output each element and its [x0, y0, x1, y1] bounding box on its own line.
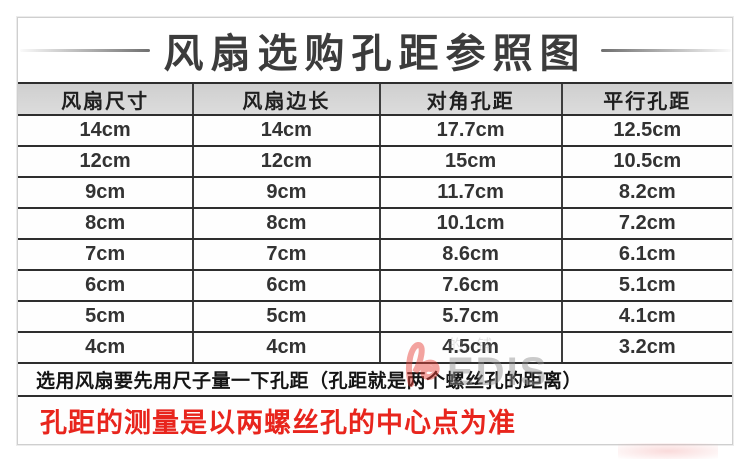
- header-diagonal-hole-distance: 对角孔距: [378, 84, 561, 114]
- table-row: 14cm 14cm 17.7cm 12.5cm: [18, 116, 732, 147]
- header-parallel-hole-distance: 平行孔距: [560, 84, 732, 114]
- table-cell: 7cm: [192, 240, 378, 269]
- table-cell: 6cm: [192, 271, 378, 300]
- table-cell: 5.7cm: [378, 302, 561, 331]
- table-cell: 14cm: [192, 116, 378, 145]
- table-row: 8cm 8cm 10.1cm 7.2cm: [18, 209, 732, 240]
- table-cell: 8cm: [85, 212, 126, 234]
- table-cell: 4cm: [192, 333, 378, 362]
- table-cell: 11.7cm: [378, 178, 561, 207]
- table-cell: 7.6cm: [378, 271, 561, 300]
- page-title: 风扇选购孔距参照图: [163, 32, 587, 76]
- table-cell: 12cm: [192, 147, 378, 176]
- table-cell: 14cm: [79, 119, 131, 141]
- table-row: 4cm 4cm 4.5cm 3.2cm: [18, 333, 732, 364]
- table-row: 7cm 7cm 8.6cm 6.1cm: [18, 240, 732, 271]
- table-cell: 10.1cm: [378, 209, 561, 238]
- table-header-row: 风扇尺寸 风扇边长 对角孔距 平行孔距: [18, 82, 732, 116]
- table-cell: 9cm: [85, 181, 126, 203]
- pink-smudge-artifact: [618, 443, 718, 459]
- hole-distance-table: 风扇尺寸 风扇边长 对角孔距 平行孔距 14cm 14cm 17.7cm 12.5cm…: [18, 82, 732, 364]
- table-cell: 7.2cm: [560, 209, 732, 238]
- measure-tip-note: 选用风扇要先用尺子量一下孔距（孔距就是两个螺丝孔的距离）: [18, 364, 732, 397]
- table-row: 5cm 5cm 5.7cm 4.1cm: [18, 302, 732, 333]
- table-cell: 5.1cm: [560, 271, 732, 300]
- header-fan-size: 风扇尺寸: [61, 90, 150, 113]
- table-cell: 4.1cm: [560, 302, 732, 331]
- reference-card: 风扇选购孔距参照图 风扇尺寸 风扇边长 对角孔距 平行孔距 14cm 14cm 17…: [17, 17, 733, 445]
- table-cell: 8.2cm: [560, 178, 732, 207]
- table-cell: 5cm: [85, 305, 126, 327]
- table-cell: 6.1cm: [560, 240, 732, 269]
- table-cell: 12.5cm: [560, 116, 732, 145]
- header-fan-side-length: 风扇边长: [192, 84, 378, 114]
- table-body: 14cm 14cm 17.7cm 12.5cm 12cm 12cm 15cm 10.5cm 9c…: [18, 116, 732, 364]
- title-dash-right: [600, 48, 731, 52]
- table-cell: 17.7cm: [378, 116, 561, 145]
- title-band: 风扇选购孔距参照图: [18, 18, 732, 82]
- table-cell: 3.2cm: [560, 333, 732, 362]
- table-cell: 4.5cm: [378, 333, 561, 362]
- table-row: 12cm 12cm 15cm 10.5cm: [18, 147, 732, 178]
- table-cell: 6cm: [85, 274, 126, 296]
- table-cell: 7cm: [85, 243, 126, 265]
- title-dash-left: [19, 48, 150, 52]
- table-cell: 4cm: [85, 336, 126, 358]
- table-cell: 5cm: [192, 302, 378, 331]
- table-row: 9cm 9cm 11.7cm 8.2cm: [18, 178, 732, 209]
- table-row: 6cm 6cm 7.6cm 5.1cm: [18, 271, 732, 302]
- table-cell: 9cm: [192, 178, 378, 207]
- highlight-note: 孔距的测量是以两螺丝孔的中心点为准: [18, 397, 732, 443]
- table-cell: 15cm: [378, 147, 561, 176]
- table-cell: 12cm: [79, 150, 131, 172]
- table-cell: 10.5cm: [560, 147, 732, 176]
- table-cell: 8.6cm: [378, 240, 561, 269]
- table-cell: 8cm: [192, 209, 378, 238]
